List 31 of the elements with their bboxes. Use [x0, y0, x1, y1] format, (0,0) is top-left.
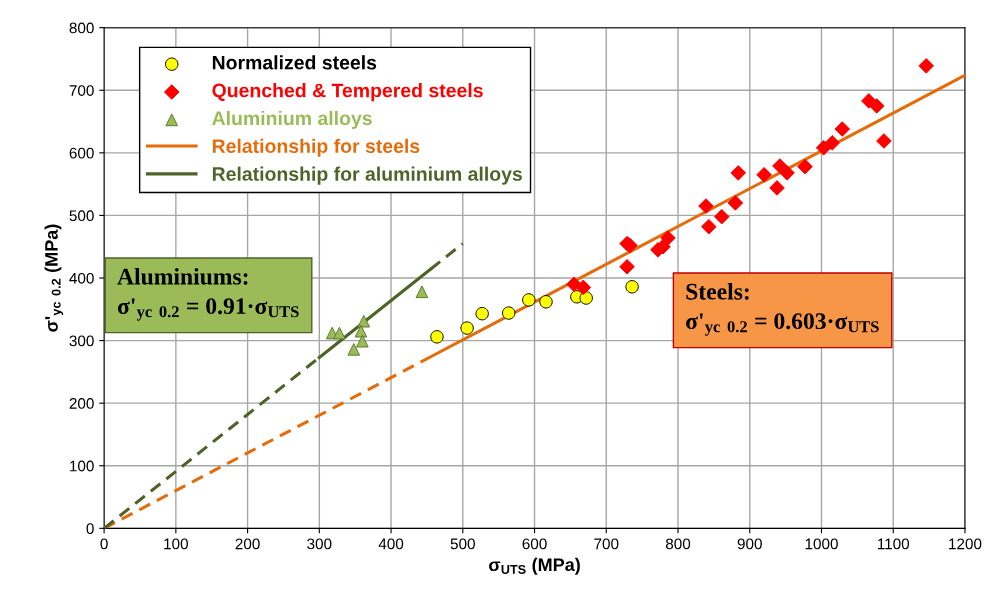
y-tick-label: 400 — [69, 272, 94, 284]
x-tick-label: 100 — [164, 538, 188, 550]
x-tick-label: 1100 — [877, 538, 910, 550]
y-tick-label: 300 — [69, 335, 94, 347]
legend-label: Quenched & Tempered steels — [212, 83, 483, 102]
annotation: Steels: σ'$_{yc 0.2}$ = 0.603·σ$_{UTS}$ — [686, 283, 879, 336]
x-tick-label: 300 — [307, 538, 332, 550]
x-tick-label: 0 — [100, 538, 108, 550]
y-tick-label: 700 — [69, 85, 94, 96]
x-tick-label: 1000 — [805, 538, 838, 550]
y-tick-label: 800 — [69, 22, 94, 34]
legend-label: Relationship for steels — [212, 138, 420, 157]
y-tick-label: 100 — [70, 460, 94, 472]
y-tick-label: 600 — [69, 147, 94, 159]
x-tick-label: 900 — [737, 538, 762, 550]
y-axis-title: σ'$_{yc 0.2}$ (MPa) — [44, 224, 64, 332]
x-tick-label: 1200 — [949, 538, 982, 550]
x-tick-label: 400 — [378, 538, 404, 550]
x-tick-label: 600 — [522, 538, 547, 550]
y-tick-label: 500 — [69, 210, 94, 222]
annotation: Aluminiums: σ'$_{yc 0.2}$ = 0.91·σ$_{UTS}$ — [117, 268, 299, 321]
x-tick-label: 200 — [235, 538, 260, 550]
x-axis-title: σ$_{UTS}$ (MPa) — [489, 557, 580, 575]
x-tick-label: 700 — [594, 538, 619, 550]
x-tick-label: 800 — [665, 538, 691, 550]
y-tick-label: 200 — [69, 398, 94, 409]
x-tick-label: 500 — [450, 538, 475, 550]
legend-label: Aluminium alloys — [212, 110, 372, 130]
legend-label: Relationship for aluminium alloys — [212, 166, 522, 185]
y-tick-label: 0 — [86, 523, 94, 535]
legend-label: Normalized steels — [212, 55, 377, 70]
